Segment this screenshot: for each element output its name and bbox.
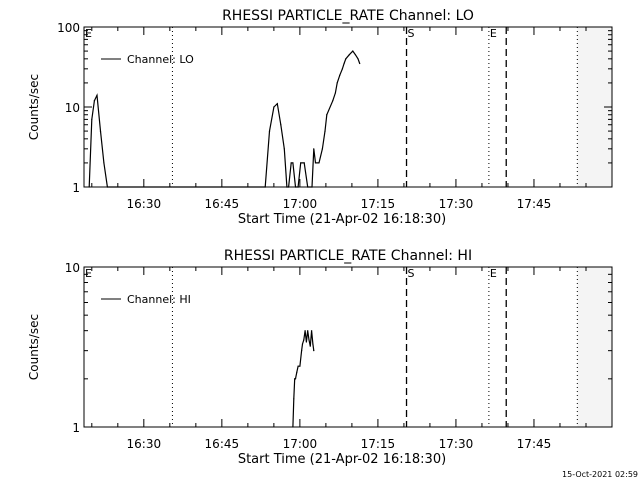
chart-panel-1: RHESSI PARTICLE_RATE Channel: LO Counts/s… (27, 8, 613, 227)
chart-title: RHESSI PARTICLE_RATE Channel: HI (224, 248, 472, 264)
data-point (294, 378, 296, 380)
data-point (314, 162, 317, 164)
x-tick-label: 16:30 (127, 197, 162, 211)
data-point (339, 74, 341, 76)
data-point (341, 68, 343, 70)
data-point (297, 365, 299, 367)
data-point (332, 100, 334, 102)
data-point (303, 339, 305, 341)
plot-frame (83, 26, 613, 188)
data-point (359, 62, 361, 65)
data-point (273, 106, 275, 108)
data-point (103, 162, 105, 164)
data-point (348, 54, 350, 56)
data-point (354, 54, 356, 56)
data-point (334, 92, 337, 94)
data-point (268, 130, 271, 132)
chart-title: RHESSI PARTICLE_RATE Channel: LO (222, 8, 474, 24)
data-point (264, 186, 266, 188)
data-point (288, 186, 290, 188)
data-point (308, 339, 310, 341)
x-tick-label: 16:30 (127, 437, 162, 451)
y-tick-label: 10 (65, 101, 80, 115)
data-point (300, 162, 302, 164)
x-tick-label: 17:30 (439, 437, 474, 451)
y-tick-label: 10 (65, 261, 80, 275)
data-point (312, 343, 314, 345)
shaded-tail-region (577, 267, 612, 427)
y-tick-label: 1 (72, 421, 80, 435)
data-point (343, 62, 345, 65)
data-point (96, 94, 98, 96)
data-point (294, 378, 297, 380)
x-axis-label: Start Time (21-Apr-02 16:18:30) (238, 212, 446, 227)
data-point (301, 343, 304, 345)
annotation-marker-label: S (408, 27, 415, 40)
legend-label: Channel: LO (127, 53, 194, 66)
data-point (310, 330, 313, 332)
data-point (321, 148, 324, 150)
annotation-marker-label: S (408, 267, 415, 280)
plot-timestamp: 15-Oct-2021 02:59 (562, 470, 638, 479)
data-point (307, 186, 309, 188)
annotation-marker-label: E (490, 27, 497, 40)
data-point (357, 58, 359, 60)
data-point (280, 124, 282, 126)
x-tick-label: 17:45 (517, 437, 552, 451)
annotation-marker-label: E (490, 267, 497, 280)
data-point (313, 350, 315, 352)
data-point (294, 186, 297, 188)
annotation-marker-label: E (85, 27, 92, 40)
y-tick-label: 1 (72, 181, 80, 195)
legend-label: Channel: HI (127, 293, 191, 306)
chart-panel-2: RHESSI PARTICLE_RATE Channel: HI Counts/s… (27, 248, 613, 467)
plot-frame (83, 266, 613, 428)
data-point (276, 103, 278, 105)
data-point (336, 82, 338, 84)
data-point (290, 162, 292, 164)
x-tick-label: 17:00 (283, 437, 318, 451)
y-tick-label: 100 (57, 21, 80, 35)
data-point (303, 162, 305, 164)
x-tick-label: 17:45 (517, 197, 552, 211)
data-point (301, 350, 303, 352)
y-axis-label: Counts/sec (27, 314, 41, 380)
data-point (305, 341, 307, 343)
data-point (352, 50, 354, 52)
data-point (345, 58, 347, 60)
data-point (292, 426, 294, 428)
x-tick-label: 16:45 (205, 437, 240, 451)
data-point (292, 162, 294, 164)
x-tick-label: 17:15 (361, 437, 396, 451)
data-point (296, 371, 298, 373)
data-point (293, 398, 295, 400)
data-point (299, 365, 301, 367)
annotation-marker-label: E (85, 267, 92, 280)
data-point (304, 330, 306, 332)
data-point (93, 100, 96, 102)
data-point (313, 148, 315, 150)
y-axis-label: Counts/sec (27, 74, 41, 140)
data-series-line (88, 50, 361, 188)
data-point (324, 130, 326, 132)
data-point (307, 330, 309, 332)
data-point (297, 186, 299, 188)
data-point (99, 130, 102, 132)
x-tick-label: 17:15 (361, 197, 396, 211)
data-point (88, 186, 90, 188)
data-point (283, 148, 285, 150)
data-point (286, 186, 288, 188)
data-point (326, 114, 328, 116)
data-point (106, 186, 109, 188)
data-point (91, 118, 93, 120)
x-tick-label: 17:30 (439, 197, 474, 211)
x-axis-label: Start Time (21-Apr-02 16:18:30) (238, 452, 446, 467)
data-point (311, 186, 313, 188)
x-tick-label: 16:45 (205, 197, 240, 211)
data-point (318, 162, 320, 164)
data-point (309, 345, 311, 347)
x-tick-label: 17:00 (283, 197, 318, 211)
